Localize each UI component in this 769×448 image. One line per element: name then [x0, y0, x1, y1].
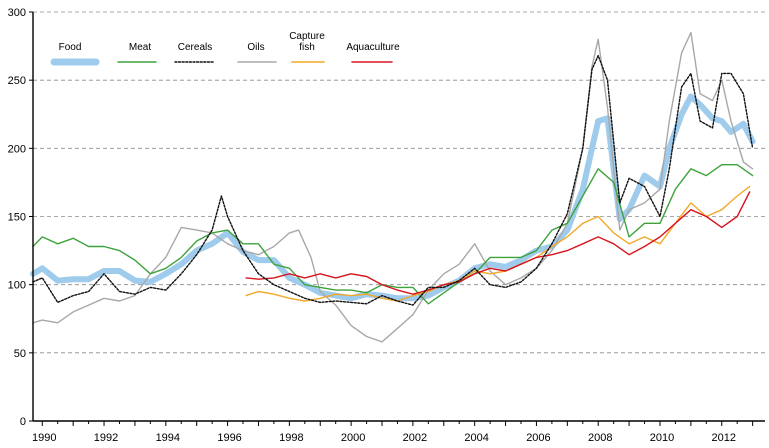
x-tick-label: 2012: [712, 432, 736, 444]
series-line-meat: [32, 163, 754, 305]
legend-label-oils: Oils: [247, 42, 264, 53]
y-tick-label: 0: [20, 416, 26, 428]
gridlines: [33, 11, 765, 354]
series-line-capture-fish: [245, 185, 751, 302]
y-tick-label: 150: [8, 212, 26, 224]
x-tick-label: 2008: [588, 432, 612, 444]
legend-label-aquaculture: Aquaculture: [346, 42, 400, 53]
x-tick-label: 2002: [403, 432, 427, 444]
y-tick-label: 250: [8, 75, 26, 87]
series-lines: [30, 31, 756, 343]
legend-label-capture-fish: fish: [299, 42, 315, 53]
legend-label-capture-fish: Capture: [289, 31, 325, 42]
series-line-food: [30, 93, 756, 302]
y-tick-label: 50: [14, 348, 26, 360]
series-line-oils: [32, 31, 754, 343]
x-tick-label: 1990: [32, 432, 56, 444]
x-tick-label: 1994: [156, 432, 180, 444]
legend-label-food: Food: [59, 42, 82, 53]
series-line-cereals: [32, 54, 754, 306]
x-tick-label: 1996: [217, 432, 241, 444]
y-tick-label: 200: [8, 143, 26, 155]
legend-label-meat: Meat: [129, 42, 151, 53]
x-tick-label: 2010: [650, 432, 674, 444]
x-tick-label: 2000: [341, 432, 365, 444]
series-line-aquaculture: [245, 191, 751, 295]
x-tick-label: 2004: [464, 432, 488, 444]
x-tick-label: 1998: [279, 432, 303, 444]
tick-labels: 0 50 100 150 200 250 300 1990 1992 1994 1996 1998 20…: [8, 7, 754, 444]
legend-label-cereals: Cereals: [178, 42, 212, 53]
x-tick-label: 2006: [526, 432, 550, 444]
y-tick-label: 100: [8, 280, 26, 292]
x-tick-label: 1992: [94, 432, 118, 444]
y-tick-label: 300: [8, 7, 26, 19]
